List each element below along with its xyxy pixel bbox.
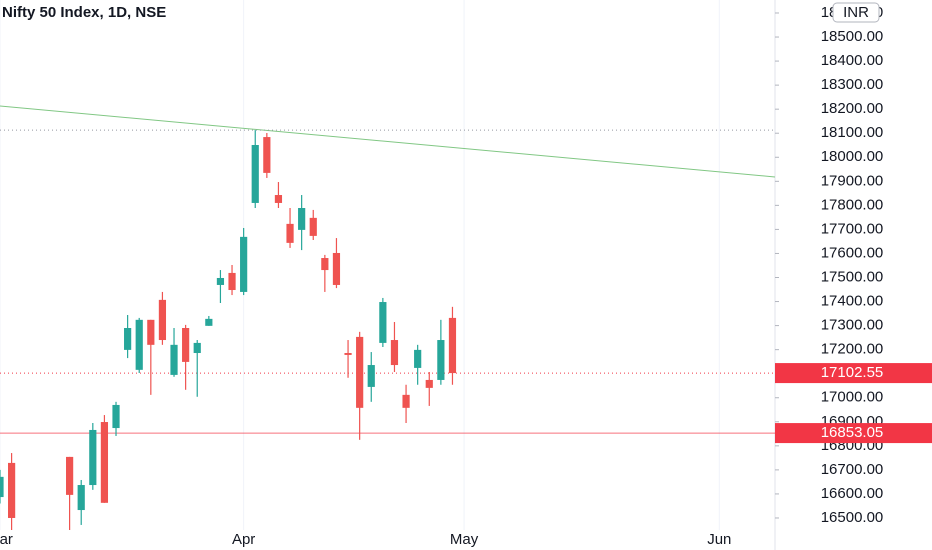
candle-body: [240, 236, 248, 292]
x-tick-label: May: [450, 531, 479, 548]
price-label: 16853.05: [821, 424, 884, 441]
y-tick-label: 17800.00: [821, 196, 884, 213]
candle-body: [379, 302, 387, 343]
y-tick-label: 17500.00: [821, 268, 884, 285]
candle-body: [286, 223, 294, 243]
candle-body: [263, 137, 271, 173]
candle-body: [309, 217, 317, 236]
y-tick-label: 17700.00: [821, 220, 884, 237]
x-tick-label: Mar: [0, 531, 13, 548]
currency-label: INR: [843, 4, 869, 21]
candle-body: [228, 272, 236, 291]
y-tick-label: 17900.00: [821, 172, 884, 189]
candle-body: [112, 404, 120, 429]
candle-body: [425, 379, 433, 388]
y-tick-label: 18100.00: [821, 124, 884, 141]
candle-body: [321, 258, 329, 271]
y-tick-label: 18400.00: [821, 52, 884, 69]
candle-body: [66, 456, 74, 495]
price-label-box: [775, 363, 932, 384]
candle-body: [147, 319, 155, 345]
candle-body: [158, 299, 167, 341]
candle-body: [216, 277, 225, 285]
y-tick-label: 17600.00: [821, 244, 884, 261]
candle-body: [77, 485, 85, 511]
candle-body: [367, 365, 375, 387]
y-tick-label: 17300.00: [821, 317, 884, 334]
y-tick-label: 18300.00: [821, 76, 884, 93]
candle-body: [8, 462, 16, 518]
candle-body: [89, 429, 97, 486]
candle-body: [414, 349, 422, 368]
candle-body: [298, 208, 306, 230]
candle-body: [356, 336, 364, 408]
trendline: [0, 105, 776, 178]
candle-body: [437, 340, 445, 380]
price-label-box: [775, 423, 932, 444]
candle-body: [135, 319, 143, 370]
candle-body: [0, 476, 4, 498]
candle-body: [390, 340, 399, 366]
candle-body: [448, 317, 457, 374]
y-tick-label: 16500.00: [821, 509, 884, 526]
y-tick-label: 17200.00: [821, 341, 884, 358]
candle-body: [274, 195, 283, 203]
y-tick-label: 17400.00: [821, 293, 884, 310]
candle-body: [402, 394, 410, 408]
candle-body: [205, 318, 213, 326]
chart-title: Nifty 50 Index, 1D, NSE: [2, 4, 166, 21]
candle-body: [344, 353, 352, 355]
x-tick-label: Jun: [707, 531, 731, 548]
y-tick-label: 16600.00: [821, 485, 884, 502]
overlays: [0, 105, 776, 434]
y-tick-label: 18500.00: [821, 28, 884, 45]
candle-body: [332, 252, 341, 285]
candle-body: [251, 145, 259, 203]
candle-body: [170, 344, 178, 375]
y-tick-label: 18200.00: [821, 100, 884, 117]
candle-body: [182, 328, 190, 362]
x-tick-label: Apr: [232, 531, 255, 548]
candle-body: [124, 328, 132, 350]
candles: [0, 130, 457, 530]
y-tick-label: 17000.00: [821, 389, 884, 406]
candle-body: [100, 422, 109, 503]
price-label: 17102.55: [821, 364, 884, 381]
candle-body: [193, 342, 201, 354]
currency-badge: [832, 2, 880, 23]
y-tick-label: 16700.00: [821, 461, 884, 478]
y-tick-label: 18000.00: [821, 148, 884, 165]
